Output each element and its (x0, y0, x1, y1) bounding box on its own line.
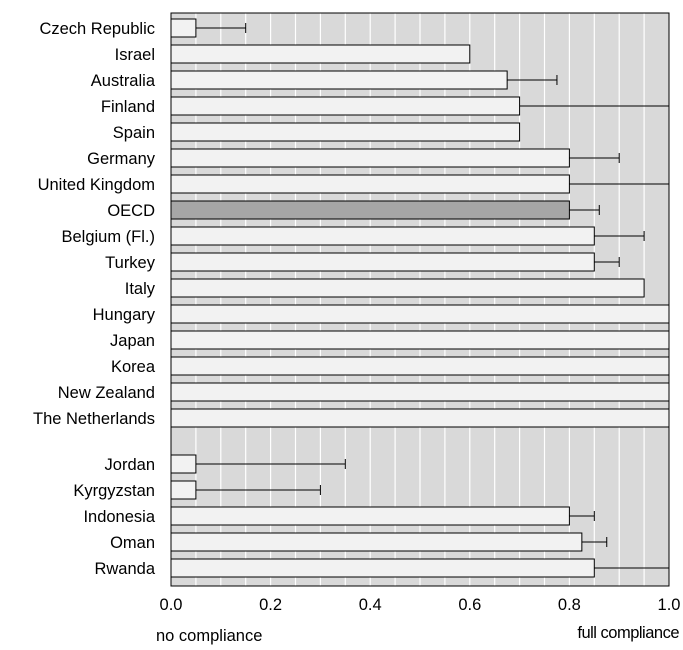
plot-frame (170, 12, 670, 587)
x-caption-right: full compliance (577, 624, 679, 642)
bar-the-netherlands (170, 408, 670, 428)
bar-united-kingdom (170, 174, 570, 194)
category-label: Oman (110, 534, 155, 552)
category-label: Rwanda (94, 560, 155, 578)
category-label: Spain (113, 124, 155, 142)
bar-australia (170, 70, 508, 90)
category-label: Hungary (93, 306, 156, 324)
category-label: United Kingdom (38, 176, 155, 194)
x-tick-label: 0.4 (359, 596, 382, 614)
category-label: Germany (87, 150, 156, 168)
category-label: Jordan (105, 456, 155, 474)
bar-czech-republic (170, 18, 197, 38)
category-label: Belgium (Fl.) (61, 228, 155, 246)
bars (170, 18, 670, 578)
x-tick-label: 0.6 (458, 596, 481, 614)
bar-belgium-fl (170, 226, 595, 246)
bar-oecd (170, 200, 570, 220)
bar-spain (170, 122, 521, 142)
x-tick-label: 0.2 (259, 596, 282, 614)
x-tick-label: 0.8 (558, 596, 581, 614)
category-label: Australia (91, 72, 156, 90)
bar-israel (170, 44, 471, 64)
bar-germany (170, 148, 570, 168)
category-label: The Netherlands (33, 410, 155, 428)
category-label: Italy (125, 280, 156, 298)
x-tick-label: 1.0 (658, 596, 681, 614)
bar-rwanda (170, 558, 595, 578)
x-tick-label: 0.0 (160, 596, 183, 614)
bar-jordan (170, 454, 197, 474)
category-label: Turkey (105, 254, 156, 272)
x-caption-left: no compliance (156, 627, 262, 645)
bar-italy (170, 278, 645, 298)
bar-kyrgyzstan (170, 480, 197, 500)
x-tick-labels: 0.0 0.2 0.4 0.6 0.8 1.0 (160, 596, 681, 614)
bar-oman (170, 532, 583, 552)
category-label: Indonesia (83, 508, 155, 526)
category-label: New Zealand (58, 384, 155, 402)
bar-korea (170, 356, 670, 376)
bar-turkey (170, 252, 595, 272)
bar-finland (170, 96, 521, 116)
bar-hungary (170, 304, 670, 324)
category-label: Israel (115, 46, 155, 64)
category-label: Czech Republic (39, 20, 155, 38)
category-label: Kyrgyzstan (73, 482, 155, 500)
category-label: Korea (111, 358, 156, 376)
category-label: Japan (110, 332, 155, 350)
category-labels: Czech Republic Israel Australia Finland Spai… (33, 20, 156, 578)
category-label: OECD (107, 202, 155, 220)
bar-indonesia (170, 506, 570, 526)
bar-japan (170, 330, 670, 350)
category-label: Finland (101, 98, 155, 116)
bar-new-zealand (170, 382, 670, 402)
